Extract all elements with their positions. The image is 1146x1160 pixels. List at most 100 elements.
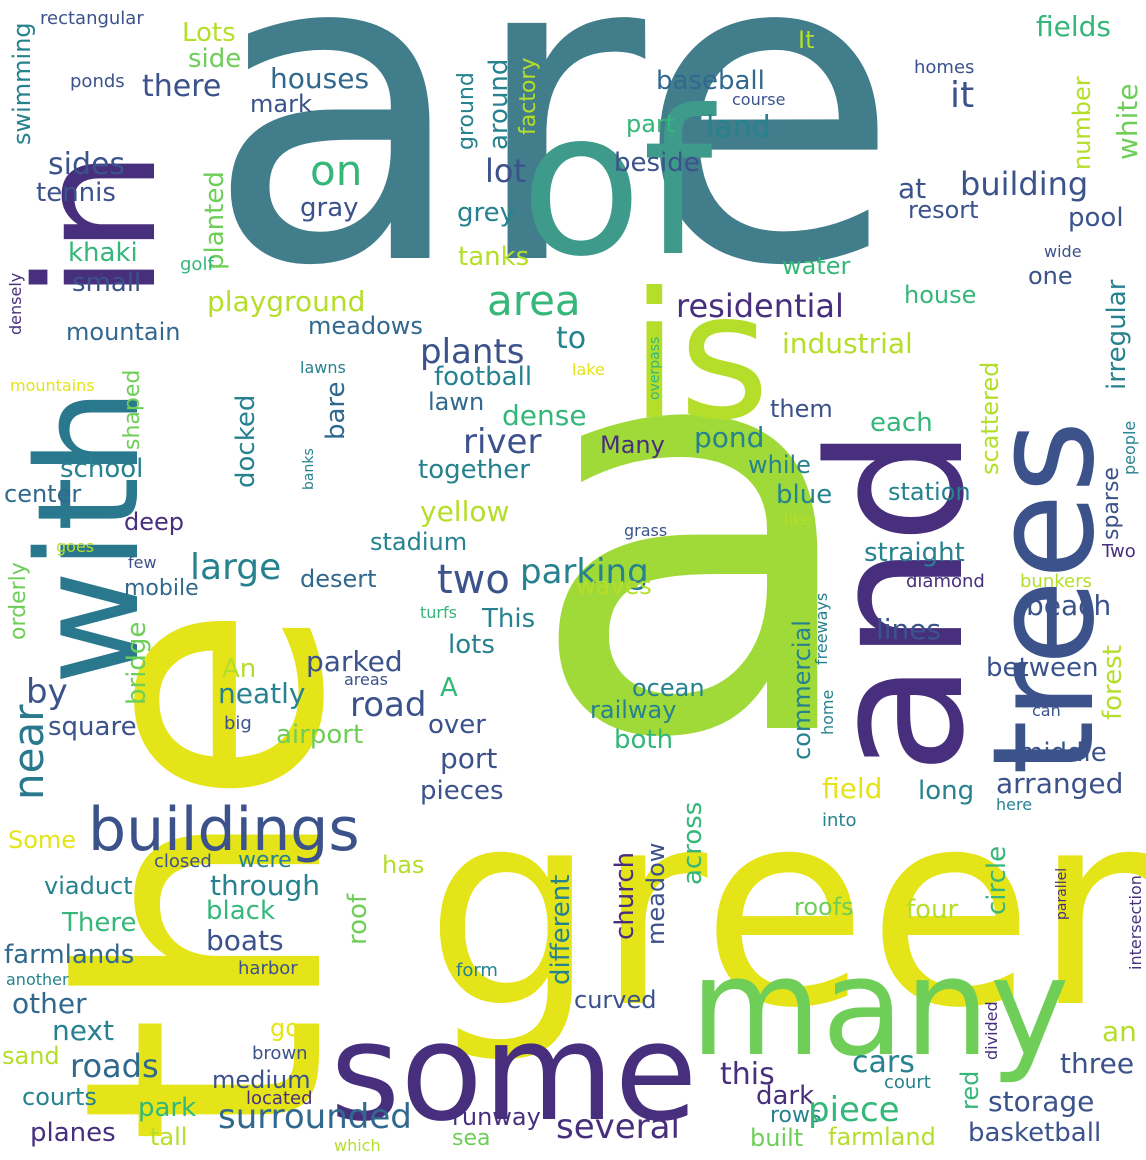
word-farmlands: farmlands: [4, 940, 135, 970]
word-bunkers: bunkers: [1020, 571, 1092, 592]
word-lawn: lawn: [428, 388, 485, 416]
word-building: building: [960, 165, 1089, 203]
word-swimming: swimming: [8, 22, 36, 145]
word-between: between: [986, 653, 1099, 683]
word-middle: middle: [1018, 738, 1107, 768]
word-river: river: [463, 422, 542, 462]
word-while: while: [748, 451, 811, 479]
word-road: road: [350, 685, 427, 725]
word-big: big: [224, 713, 252, 734]
word-over: over: [428, 710, 486, 740]
word-ground: ground: [454, 72, 479, 150]
word-of: of: [520, 68, 713, 301]
word-a: a: [525, 209, 869, 861]
word-Two: Two: [1102, 541, 1136, 562]
word-home: home: [818, 689, 837, 735]
word-industrial: industrial: [782, 327, 913, 360]
word-An: An: [222, 654, 257, 684]
word-is: is: [630, 256, 770, 459]
word-grey: grey: [457, 198, 516, 228]
word-mountain: mountain: [66, 318, 181, 346]
word-buildings: buildings: [88, 795, 360, 865]
word-scattered: scattered: [976, 361, 1004, 475]
word-cars: cars: [852, 1045, 915, 1080]
word-black: black: [206, 896, 276, 926]
word-Some: Some: [8, 826, 77, 854]
word-are: are: [205, 0, 901, 360]
word-area: area: [487, 276, 581, 325]
word-sparse: sparse: [1099, 467, 1124, 540]
word-here: here: [996, 795, 1033, 814]
word-different: different: [546, 874, 576, 985]
word-two: two: [437, 557, 510, 603]
word-areas: areas: [344, 670, 389, 689]
word-school: school: [60, 454, 144, 484]
word-banks: banks: [301, 448, 317, 490]
word-runway: runway: [452, 1103, 541, 1131]
word-course: course: [732, 90, 786, 109]
word-sea: sea: [452, 1126, 491, 1151]
word-waves: waves: [576, 572, 652, 600]
word-go: go: [270, 1014, 300, 1042]
word-both: both: [614, 725, 674, 755]
word-medium: medium: [212, 1066, 311, 1094]
word-densely: densely: [6, 272, 25, 335]
word-roads: roads: [70, 1047, 159, 1085]
word-house: house: [904, 281, 977, 309]
word-church: church: [610, 851, 640, 940]
word-beside: beside: [614, 148, 700, 178]
word-yellow: yellow: [420, 495, 510, 528]
word-near: near: [4, 704, 53, 800]
word-playground: playground: [207, 285, 366, 318]
word-each: each: [870, 408, 933, 438]
word-park: park: [138, 1093, 197, 1123]
word-meadow: meadow: [642, 842, 670, 945]
word-four: four: [906, 895, 959, 925]
word-parked: parked: [306, 645, 403, 678]
word-three: three: [1060, 1047, 1135, 1080]
word-factory: factory: [516, 57, 541, 135]
word-to: to: [556, 321, 587, 356]
word-turfs: turfs: [420, 603, 457, 622]
word-basketball: basketball: [968, 1118, 1102, 1148]
word-green: green: [425, 752, 1146, 1067]
word-some: some: [330, 994, 698, 1151]
word-into: into: [822, 810, 857, 831]
word-pond: pond: [694, 421, 765, 454]
word-commercial: commercial: [788, 620, 816, 760]
word-there: there: [142, 69, 222, 104]
word-has: has: [382, 851, 425, 879]
word-sides: sides: [48, 147, 126, 182]
word-several: several: [556, 1107, 680, 1147]
word-across: across: [678, 801, 708, 885]
word-forest: forest: [1098, 645, 1128, 720]
word-at: at: [898, 172, 927, 205]
word-There: There: [62, 908, 137, 938]
word-football: football: [434, 362, 533, 392]
word-rectangular: rectangular: [40, 8, 144, 29]
word-It: It: [798, 26, 815, 54]
word-irregular: irregular: [1102, 279, 1132, 390]
word-boats: boats: [206, 924, 284, 957]
word-dark: dark: [756, 1081, 815, 1111]
word-one: one: [1028, 262, 1073, 290]
word-freeways: freeways: [812, 592, 831, 665]
word-farmland: farmland: [828, 1123, 936, 1151]
word-harbor: harbor: [238, 958, 298, 979]
word-overpass: overpass: [647, 336, 663, 400]
word-plants: plants: [420, 332, 525, 372]
word-around: around: [484, 58, 514, 150]
word-deep: deep: [124, 508, 184, 536]
word-it: it: [950, 75, 975, 116]
word-square: square: [48, 712, 137, 742]
word-piece: piece: [808, 1090, 900, 1130]
word-goes: goes: [56, 537, 95, 556]
word-ocean: ocean: [632, 674, 705, 702]
word-together: together: [418, 455, 530, 485]
word-sand: sand: [2, 1042, 60, 1070]
word-them: them: [770, 395, 833, 423]
word-khaki: khaki: [68, 238, 138, 268]
word-mobile: mobile: [124, 576, 199, 601]
word-another: another: [6, 970, 69, 989]
